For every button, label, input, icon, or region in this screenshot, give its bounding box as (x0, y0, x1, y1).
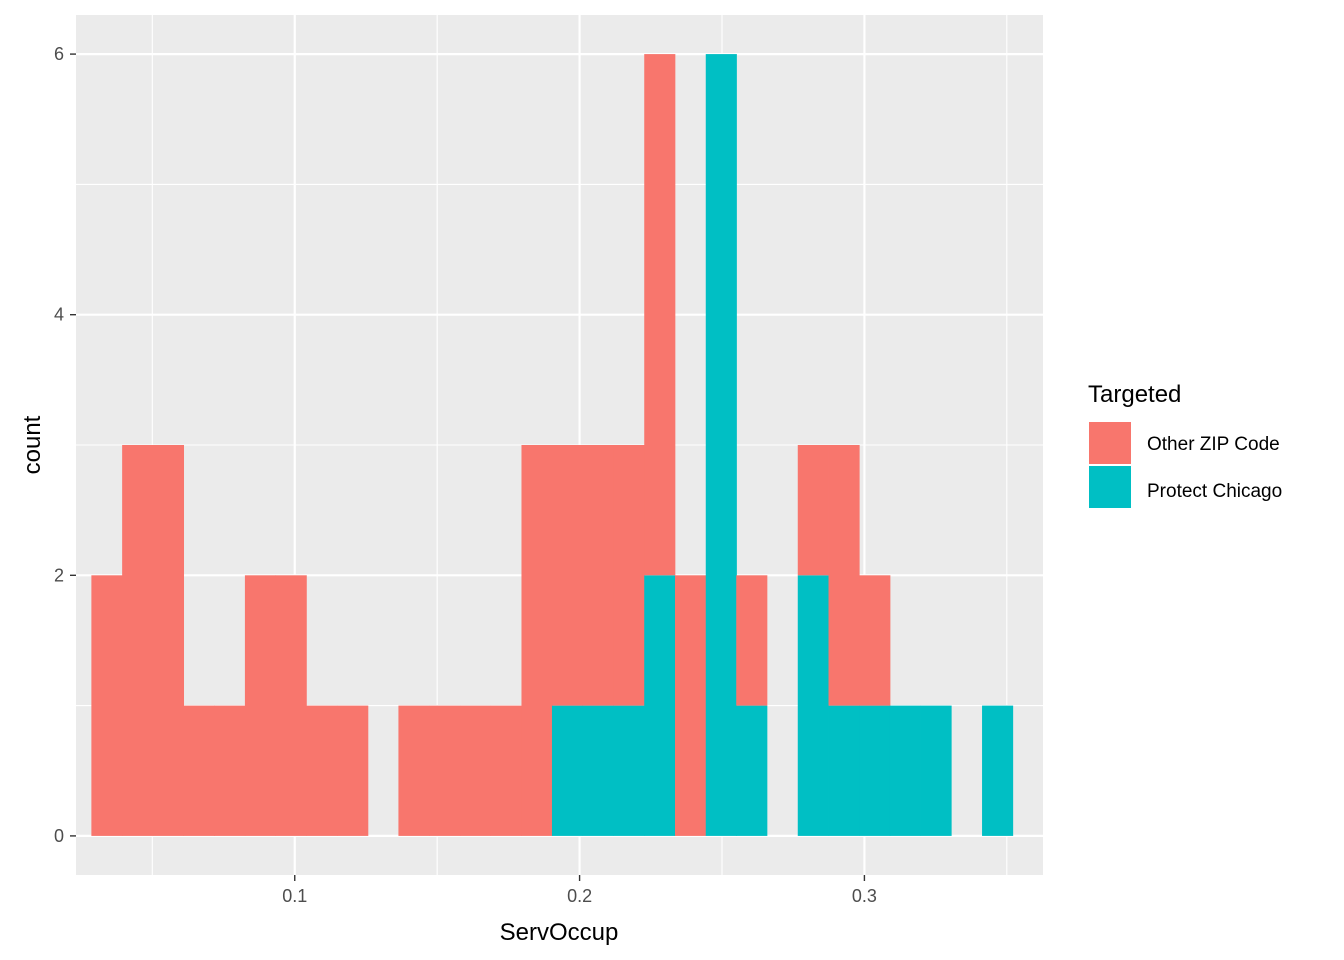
legend-key-other-zip-code (1089, 422, 1131, 464)
bar-other-zip-code (429, 705, 461, 836)
bar-other-zip-code (644, 54, 676, 576)
x-axis: 0.1 0.2 0.3 (282, 875, 877, 906)
legend-title: Targeted (1088, 381, 1181, 408)
y-axis-title: count (19, 415, 46, 474)
legend-label-protect-chicago: Protect Chicago (1147, 481, 1282, 502)
bar-protect-chicago (551, 705, 584, 836)
y-tick-label: 4 (54, 305, 64, 325)
x-axis-title: ServOccup (500, 919, 619, 946)
bars (91, 54, 1014, 836)
x-tick-label: 0.2 (567, 886, 592, 906)
bar-other-zip-code (275, 575, 307, 836)
bar-protect-chicago (582, 705, 614, 836)
y-tick-label: 2 (54, 565, 64, 585)
y-axis: 0 2 4 6 (54, 44, 76, 846)
legend-label-other-zip-code: Other ZIP Code (1147, 434, 1280, 455)
bar-protect-chicago (889, 705, 921, 836)
bar-other-zip-code (521, 445, 553, 836)
bar-other-zip-code (459, 705, 492, 836)
bar-other-zip-code (736, 575, 768, 706)
bar-protect-chicago (920, 705, 952, 836)
bar-protect-chicago (982, 705, 1014, 836)
bar-other-zip-code (183, 705, 215, 836)
bar-protect-chicago (613, 705, 645, 836)
bar-other-zip-code (797, 445, 829, 576)
legend-key-protect-chicago (1089, 466, 1131, 508)
x-tick-label: 0.1 (282, 886, 307, 906)
bar-other-zip-code (306, 705, 338, 836)
bar-other-zip-code (244, 575, 277, 836)
bar-protect-chicago (644, 575, 676, 836)
bar-other-zip-code (582, 445, 614, 706)
bar-protect-chicago (705, 54, 737, 836)
bar-other-zip-code (828, 445, 860, 706)
bar-protect-chicago (828, 705, 860, 836)
bar-other-zip-code (490, 705, 522, 836)
bar-other-zip-code (152, 445, 185, 836)
bar-protect-chicago (859, 705, 891, 836)
y-tick-label: 0 (54, 826, 64, 846)
bar-other-zip-code (122, 445, 154, 836)
bar-other-zip-code (214, 705, 246, 836)
bar-protect-chicago (736, 705, 768, 836)
bar-other-zip-code (613, 445, 645, 706)
bar-other-zip-code (337, 705, 369, 836)
bar-other-zip-code (674, 575, 707, 836)
bar-protect-chicago (797, 575, 829, 836)
bar-other-zip-code (551, 445, 584, 706)
bar-other-zip-code (859, 575, 891, 706)
legend: Targeted Other ZIP Code Protect Chicago (1088, 381, 1282, 508)
x-tick-label: 0.3 (852, 886, 877, 906)
bar-other-zip-code (398, 705, 430, 836)
y-tick-label: 6 (54, 44, 64, 64)
bar-other-zip-code (91, 575, 123, 836)
